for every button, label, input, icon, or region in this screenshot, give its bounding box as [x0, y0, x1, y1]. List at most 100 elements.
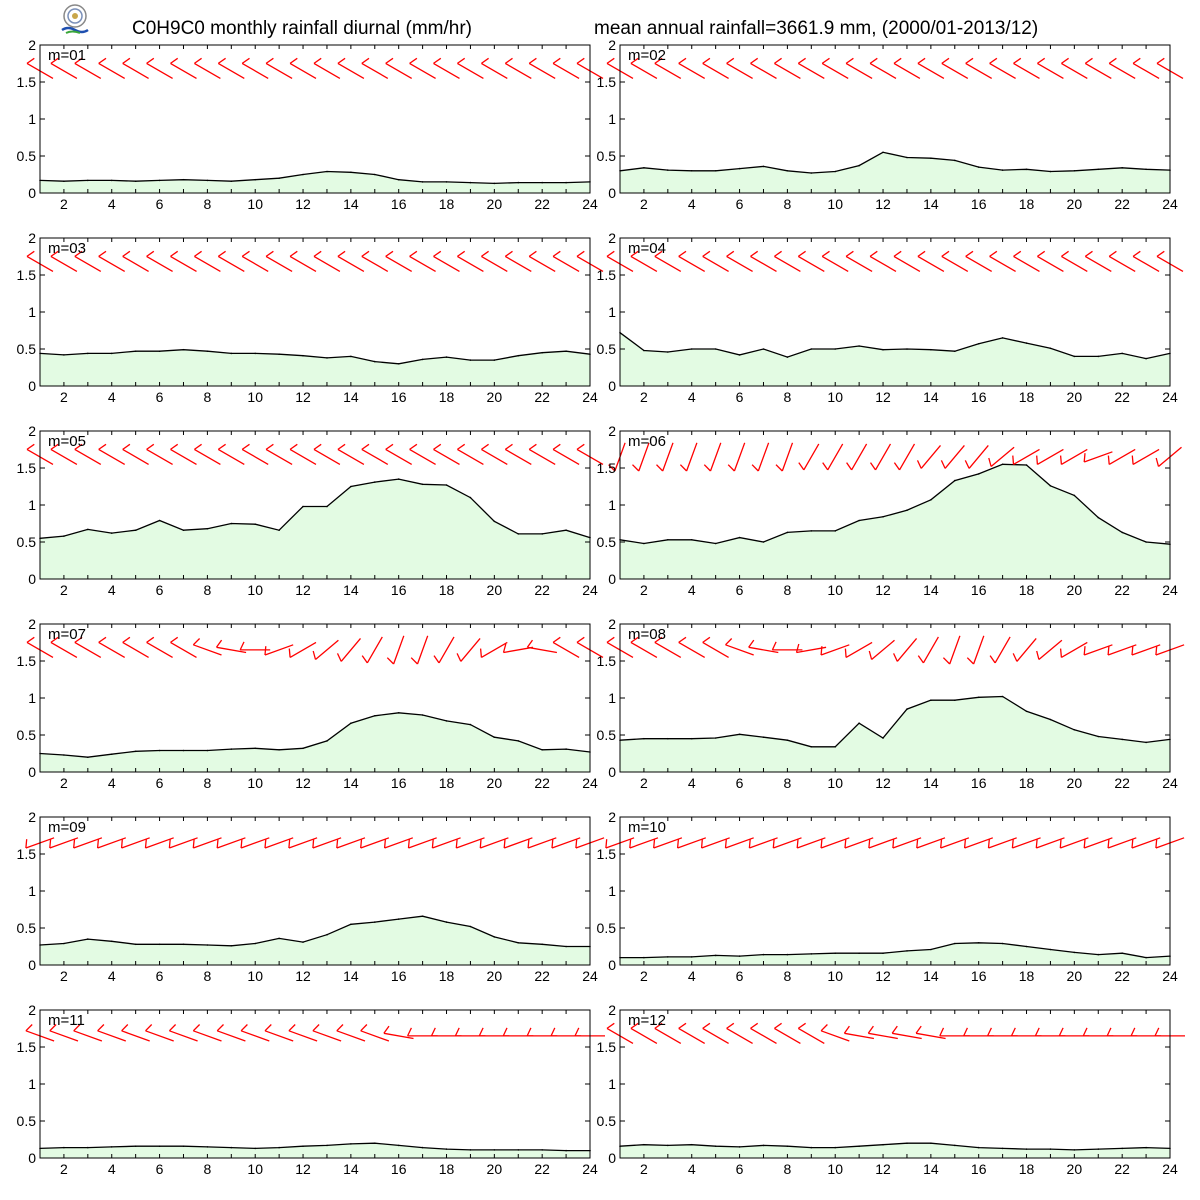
wind-barb: [820, 644, 850, 656]
wind-barb: [820, 837, 850, 849]
rainfall-point: [810, 348, 813, 350]
x-tick-label: 12: [875, 196, 891, 212]
rainfall-point: [954, 942, 956, 945]
x-tick-label: 6: [736, 775, 744, 791]
wind-barb: [1084, 250, 1112, 272]
rainfall-point: [206, 527, 209, 530]
x-tick-label: 16: [391, 389, 407, 405]
rainfall-point: [1121, 1147, 1123, 1150]
wind-barb: [503, 837, 533, 849]
x-tick-label: 4: [108, 389, 116, 405]
wind-barb: [241, 443, 269, 465]
wind-barb: [869, 57, 897, 79]
wind-barb: [407, 837, 437, 849]
rainfall-point: [110, 532, 113, 534]
wind-barb: [192, 638, 222, 656]
wind-barb: [917, 57, 945, 79]
rainfall-point: [254, 942, 256, 945]
rainfall-point: [397, 712, 400, 714]
wind-barb: [726, 250, 753, 272]
x-tick-label: 16: [971, 196, 987, 212]
rainfall-point: [1121, 167, 1123, 169]
rainfall-point: [493, 359, 496, 361]
x-tick-label: 2: [60, 389, 68, 405]
rainfall-point: [302, 747, 304, 750]
y-tick-label: 2: [608, 230, 616, 246]
y-tick-label: 1: [608, 1076, 616, 1092]
x-tick-label: 24: [1162, 968, 1178, 984]
y-tick-label: 1.5: [17, 653, 37, 669]
rainfall-point: [469, 723, 472, 726]
x-tick-label: 14: [923, 1161, 939, 1177]
x-tick-label: 10: [827, 389, 843, 405]
rainfall-point: [906, 348, 908, 350]
wind-barb: [552, 443, 580, 465]
wind-barb: [409, 57, 436, 79]
rainfall-point: [469, 181, 472, 184]
wind-barb: [1108, 250, 1136, 272]
rainfall-point: [810, 530, 813, 532]
wind-barb: [1107, 448, 1136, 465]
y-tick-label: 1.5: [597, 846, 617, 862]
rainfall-point: [643, 349, 645, 352]
rainfall-point: [954, 350, 956, 353]
wind-barb: [216, 1024, 246, 1042]
wind-barb: [361, 250, 389, 272]
rainfall-area: [40, 1143, 590, 1158]
wind-barb: [845, 57, 873, 79]
x-tick-label: 10: [827, 196, 843, 212]
rainfall-point: [714, 170, 717, 172]
wind-barb: [940, 837, 970, 849]
rainfall-point: [858, 952, 860, 954]
rainfall-point: [1025, 168, 1028, 171]
wind-barb: [527, 837, 557, 849]
x-tick-label: 22: [534, 196, 550, 212]
wind-barb: [1035, 837, 1065, 849]
rainfall-point: [110, 753, 113, 755]
wind-barb: [241, 250, 269, 272]
rainfall-point: [87, 352, 89, 355]
wind-barb: [456, 637, 481, 662]
wind-barb: [868, 639, 895, 660]
wind-barb: [844, 641, 873, 658]
wind-barb: [1012, 448, 1040, 465]
wind-barb: [433, 636, 455, 664]
wind-barb: [457, 250, 484, 272]
rainfall-line: [39, 712, 591, 758]
wind-barb: [192, 1024, 222, 1042]
x-tick-label: 8: [203, 968, 211, 984]
wind-barb: [504, 250, 532, 272]
y-tick-label: 2: [28, 37, 36, 53]
wind-barb: [313, 443, 341, 465]
x-tick-label: 4: [688, 1161, 696, 1177]
chart-title-left: C0H9C0 monthly rainfall diurnal (mm/hr): [132, 18, 472, 39]
rainfall-point: [1001, 1147, 1004, 1150]
wind-barb: [750, 1022, 777, 1044]
wind-barb: [265, 443, 293, 465]
wind-barb: [385, 443, 413, 465]
y-tick-label: 1: [608, 304, 616, 320]
x-tick-label: 2: [640, 1161, 648, 1177]
rainfall-line: [39, 478, 591, 539]
wind-barb: [1083, 451, 1113, 463]
y-tick-label: 0.5: [17, 1113, 37, 1129]
rainfall-point: [254, 352, 256, 355]
x-tick-label: 8: [203, 389, 211, 405]
x-tick-label: 16: [391, 1161, 407, 1177]
wind-barb: [678, 636, 706, 658]
x-tick-label: 24: [1162, 582, 1178, 598]
rainfall-point: [906, 950, 908, 952]
wind-barb: [74, 57, 102, 79]
rainfall-point: [421, 714, 424, 716]
rainfall-point: [762, 165, 765, 168]
rainfall-point: [930, 499, 932, 501]
lab-logo-icon: [61, 4, 89, 34]
wind-barb: [74, 636, 102, 658]
rainfall-point: [421, 915, 424, 917]
rainfall-point: [714, 737, 717, 739]
x-tick-label: 18: [439, 389, 455, 405]
wind-barb: [1037, 57, 1064, 79]
x-tick-label: 10: [247, 968, 263, 984]
wind-barb: [725, 638, 754, 656]
